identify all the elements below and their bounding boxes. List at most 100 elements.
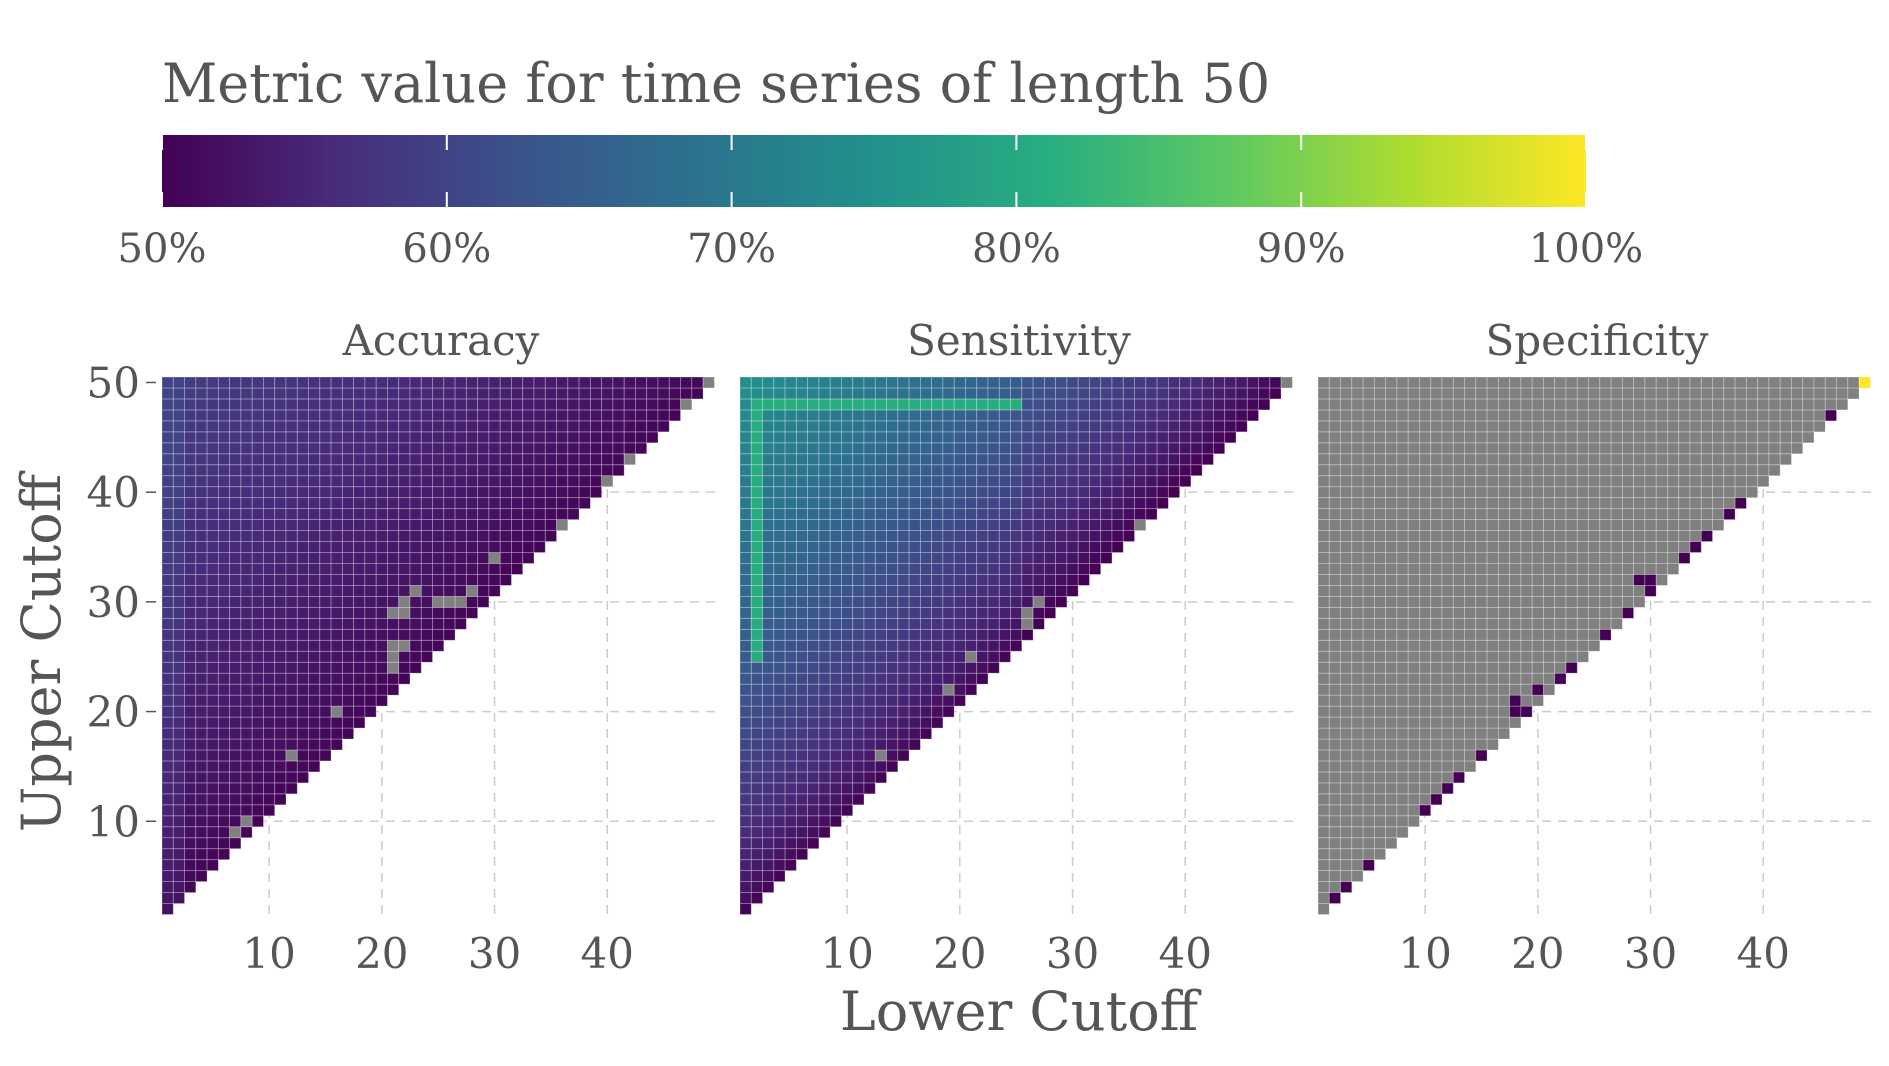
heatmap-cell	[908, 409, 921, 422]
heatmap-cell	[1464, 387, 1477, 400]
heatmap-cell	[1633, 398, 1646, 411]
heatmap-cell	[1077, 486, 1090, 499]
heatmap-cell	[1340, 431, 1353, 444]
heatmap-cell	[1610, 453, 1623, 466]
heatmap-cell	[1066, 563, 1079, 575]
heatmap-cell	[1055, 464, 1068, 477]
heatmap-cell	[976, 606, 989, 619]
heatmap-cell	[931, 716, 944, 729]
heatmap-cell	[1328, 881, 1341, 893]
heatmap-cell	[1700, 409, 1713, 422]
heatmap-cell	[1317, 705, 1330, 718]
heatmap-cell	[773, 705, 786, 718]
heatmap-cell	[739, 541, 752, 553]
heatmap-cell	[829, 464, 842, 477]
heatmap-cell	[172, 519, 185, 531]
heatmap-cell	[1475, 661, 1488, 674]
heatmap-cell	[965, 661, 978, 674]
heatmap-cell	[409, 519, 422, 531]
heatmap-cell	[206, 628, 219, 641]
heatmap-cell	[263, 639, 276, 652]
heatmap-cell	[1497, 650, 1511, 663]
heatmap-cell	[1032, 585, 1045, 597]
heatmap-cell	[296, 628, 309, 641]
heatmap-cell	[807, 530, 820, 542]
heatmap-cell	[1122, 475, 1135, 488]
heatmap-cell	[886, 705, 899, 718]
heatmap-cell	[784, 639, 797, 652]
heatmap-cell	[522, 453, 535, 466]
heatmap-cell	[852, 420, 865, 433]
heatmap-cell	[976, 486, 989, 499]
heatmap-cell	[1373, 771, 1387, 784]
heatmap-cell	[976, 552, 989, 564]
heatmap-cell	[1010, 431, 1023, 444]
heatmap-cell	[1520, 672, 1533, 685]
heatmap-cell	[1520, 683, 1533, 696]
heatmap-cell	[1475, 497, 1488, 510]
heatmap-cell	[1043, 376, 1057, 389]
heatmap-cell	[522, 508, 535, 521]
heatmap-cell	[330, 541, 343, 553]
heatmap-cell	[807, 464, 820, 477]
heatmap-cell	[739, 552, 752, 564]
heatmap-cell	[240, 804, 253, 817]
heatmap-cell	[274, 387, 287, 400]
heatmap-cell	[1441, 705, 1454, 718]
heatmap-cell	[1486, 694, 1499, 707]
heatmap-cell	[477, 464, 490, 477]
heatmap-cell	[1509, 694, 1522, 707]
heatmap-cell	[1565, 442, 1578, 455]
heatmap-cell	[330, 628, 343, 641]
heatmap-cell	[1340, 453, 1353, 466]
heatmap-cell	[1452, 563, 1465, 575]
heatmap-cell	[1531, 683, 1544, 696]
heatmap-cell	[601, 475, 614, 488]
heatmap-cell	[454, 617, 467, 630]
heatmap-cell	[1486, 508, 1499, 521]
heatmap-cell	[1145, 376, 1158, 389]
heatmap-cell	[432, 552, 445, 564]
heatmap-cell	[886, 387, 899, 400]
heatmap-cell	[1396, 387, 1409, 400]
heatmap-cell	[807, 628, 820, 641]
heatmap-cell	[762, 859, 775, 872]
heatmap-cell	[829, 650, 842, 663]
heatmap-cell	[556, 409, 569, 422]
heatmap-cell	[1554, 585, 1567, 597]
heatmap-cell	[762, 749, 775, 762]
heatmap-cell	[251, 420, 264, 433]
heatmap-cell	[1610, 574, 1623, 586]
heatmap-cell	[1486, 563, 1499, 575]
heatmap-cell	[206, 683, 219, 696]
heatmap-cell	[739, 903, 752, 915]
heatmap-cell	[1340, 771, 1353, 784]
heatmap-cell	[1441, 760, 1454, 773]
heatmap-cell	[908, 541, 921, 553]
heatmap-cell	[172, 661, 185, 674]
heatmap-cell	[863, 475, 876, 488]
heatmap-cell	[897, 749, 910, 762]
heatmap-cell	[353, 563, 366, 575]
heatmap-cell	[364, 409, 377, 422]
heatmap-cell	[330, 595, 343, 608]
heatmap-cell	[908, 552, 921, 564]
heatmap-cell	[387, 672, 400, 685]
heatmap-cell	[477, 595, 490, 608]
heatmap-cell	[387, 552, 400, 564]
heatmap-cell	[1689, 464, 1702, 477]
heatmap-cell	[488, 398, 501, 411]
heatmap-cell	[1385, 387, 1398, 400]
heatmap-cell	[465, 574, 479, 586]
heatmap-cell	[818, 552, 831, 564]
heatmap-cell	[784, 771, 797, 784]
heatmap-cell	[1362, 508, 1375, 521]
heatmap-cell	[908, 661, 921, 674]
heatmap-cell	[1190, 376, 1203, 389]
heatmap-cell	[784, 486, 797, 499]
heatmap-cell	[296, 727, 309, 740]
heatmap-cell	[987, 606, 1000, 619]
heatmap-cell	[1520, 585, 1533, 597]
heatmap-cell	[1317, 760, 1330, 773]
heatmap-cell	[161, 486, 174, 499]
